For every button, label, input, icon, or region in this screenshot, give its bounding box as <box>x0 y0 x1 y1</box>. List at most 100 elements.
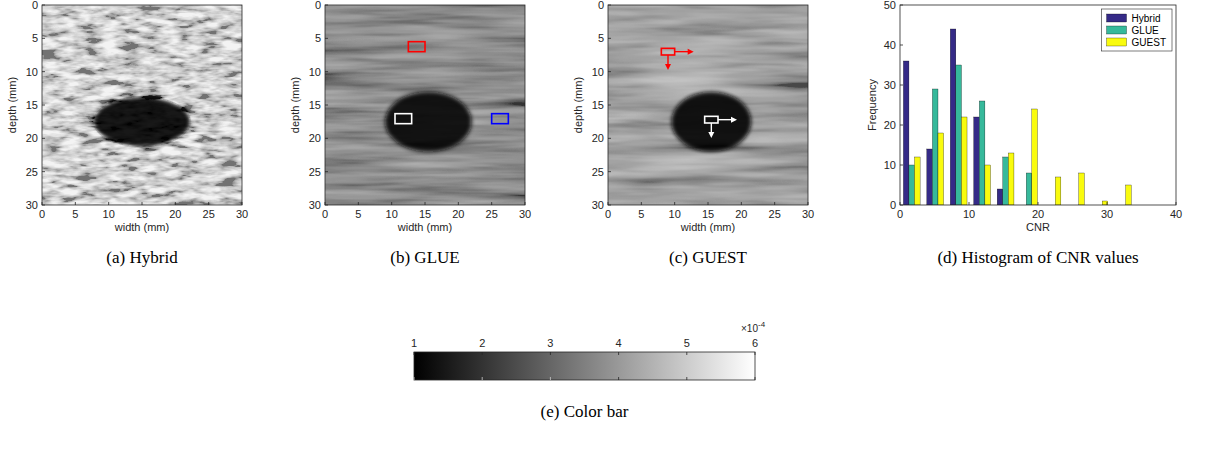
y-tick <box>42 71 45 72</box>
y-tick-label: 20 <box>884 119 896 131</box>
legend-swatch <box>1107 14 1127 22</box>
x-tick <box>325 202 326 205</box>
x-tick-label: 30 <box>1101 208 1113 220</box>
y-tick-label: 20 <box>309 132 321 144</box>
y-axis-title: depth (mm) <box>572 77 584 133</box>
roi-arrow <box>718 119 732 120</box>
y-tick-label: 30 <box>884 79 896 91</box>
y-tick-label: 20 <box>592 132 604 144</box>
y-tick <box>608 5 611 6</box>
y-tick <box>42 138 45 139</box>
y-tick-label: 5 <box>598 32 604 44</box>
y-tick <box>900 5 903 6</box>
speckle-texture <box>608 5 808 205</box>
caption: (e) Color bar <box>541 402 629 421</box>
y-tick <box>900 205 903 206</box>
bars <box>903 29 1131 205</box>
histogram-bar <box>927 149 933 205</box>
x-tick-label: 25 <box>769 208 781 220</box>
y-tick-label: 0 <box>32 0 38 11</box>
y-tick-label: 30 <box>309 199 321 211</box>
roi-arrowhead <box>665 64 671 70</box>
x-tick-label: 5 <box>638 208 644 220</box>
y-tick-label: 20 <box>26 132 38 144</box>
y-tick <box>325 171 328 172</box>
x-tick <box>242 202 243 205</box>
x-tick <box>391 202 392 205</box>
y-tick-label: 10 <box>309 66 321 78</box>
x-tick <box>900 202 901 205</box>
x-tick-label: 0 <box>322 208 328 220</box>
colorbar-tick-label: 3 <box>547 337 553 349</box>
histogram-bar <box>938 133 944 205</box>
histogram-bar <box>932 89 938 205</box>
multiplier-exponent: -4 <box>758 320 766 329</box>
colorbar-tick <box>550 377 551 380</box>
histogram-bar <box>1055 177 1061 205</box>
image-panel: 051015202530051015202530width (mm)depth … <box>289 0 531 267</box>
y-tick-label: 25 <box>26 166 38 178</box>
histogram-bar <box>985 165 991 205</box>
x-tick-label: 5 <box>72 208 78 220</box>
x-tick <box>175 202 176 205</box>
x-tick <box>969 202 970 205</box>
x-tick <box>1176 202 1177 205</box>
histogram-bar <box>1079 173 1085 205</box>
y-tick-label: 15 <box>26 99 38 111</box>
colorbar-tick-label: 1 <box>411 337 417 349</box>
x-tick <box>741 202 742 205</box>
y-axis-title: depth (mm) <box>289 77 301 133</box>
caption-line: (d) Histogram of CNR values <box>937 248 1138 267</box>
figure: 051015202530051015202530width (mm)depth … <box>0 0 1206 453</box>
x-tick-label: 15 <box>136 208 148 220</box>
x-tick-label: 10 <box>669 208 681 220</box>
histogram-bar <box>1126 185 1132 205</box>
y-tick-label: 5 <box>32 32 38 44</box>
y-tick <box>325 71 328 72</box>
y-tick <box>608 38 611 39</box>
colorbar-tick <box>686 377 687 380</box>
y-tick-label: 0 <box>315 0 321 11</box>
x-tick-label: 20 <box>735 208 747 220</box>
x-tick <box>458 202 459 205</box>
x-tick-label: 0 <box>39 208 45 220</box>
y-tick-label: 10 <box>884 159 896 171</box>
histogram-bar <box>903 61 909 205</box>
image-panel: 051015202530051015202530width (mm)depth … <box>572 0 814 267</box>
roi-arrowhead <box>708 132 714 138</box>
colorbar <box>414 352 755 380</box>
colorbar-tick-label: 2 <box>479 337 485 349</box>
histogram-bar <box>979 101 985 205</box>
roi-box <box>395 114 412 124</box>
legend-label: Hybrid <box>1132 13 1161 24</box>
roi-arrow <box>711 123 712 133</box>
x-tick-label: 30 <box>802 208 814 220</box>
y-axis-title: depth (mm) <box>6 77 18 133</box>
y-tick <box>608 205 611 206</box>
x-tick-label: 30 <box>519 208 531 220</box>
roi-box <box>661 48 674 55</box>
legend-label: GUEST <box>1132 37 1166 48</box>
x-tick-label: 20 <box>452 208 464 220</box>
x-tick-label: 20 <box>1032 208 1044 220</box>
histogram-bar <box>956 65 962 205</box>
roi-arrow <box>675 51 689 52</box>
colorbar-tick <box>618 377 619 380</box>
colorbar-panel: 123456×10-4(e) Color bar <box>411 320 766 421</box>
axes-frame <box>325 5 525 205</box>
x-tick-label: 0 <box>605 208 611 220</box>
x-tick <box>641 202 642 205</box>
axes-frame <box>608 5 808 205</box>
y-tick <box>900 85 903 86</box>
x-tick-label: 15 <box>702 208 714 220</box>
x-tick <box>608 202 609 205</box>
colorbar-tick-label: 4 <box>616 337 622 349</box>
image-panel: 051015202530051015202530width (mm)depth … <box>6 0 248 267</box>
background-strain <box>42 5 242 205</box>
x-tick <box>808 202 809 205</box>
x-tick <box>142 202 143 205</box>
histogram-bar <box>1008 153 1014 205</box>
legend-label: GLUE <box>1132 25 1160 36</box>
y-tick <box>42 38 45 39</box>
x-tick-label: 15 <box>419 208 431 220</box>
